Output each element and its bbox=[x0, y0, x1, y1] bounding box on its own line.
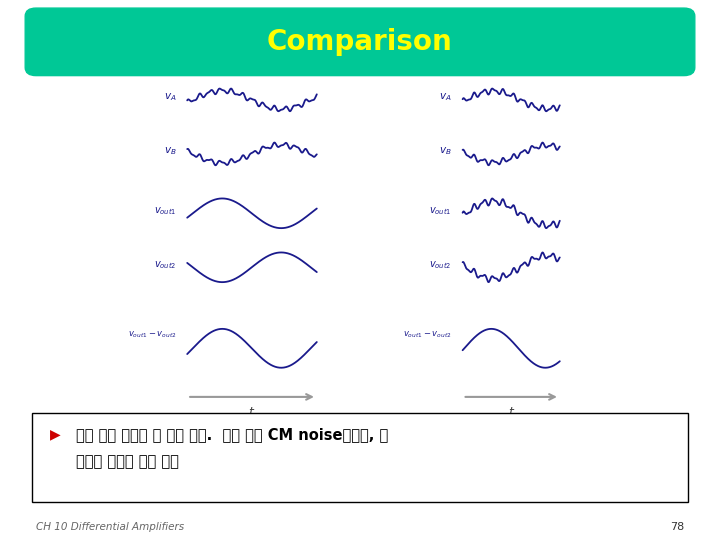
FancyBboxPatch shape bbox=[25, 8, 695, 76]
Text: 동쌍은 영향을 받지 않음: 동쌍은 영향을 받지 않음 bbox=[76, 454, 179, 469]
Text: 78: 78 bbox=[670, 522, 684, 531]
FancyBboxPatch shape bbox=[32, 413, 688, 502]
Text: $v_{out1}$: $v_{out1}$ bbox=[429, 205, 452, 217]
Text: 차동 출력 전압은 두 경우 같음.  작은 입력 CM noise에서는, 차: 차동 출력 전압은 두 경우 같음. 작은 입력 CM noise에서는, 차 bbox=[76, 427, 388, 442]
Text: $v_{out2}$: $v_{out2}$ bbox=[154, 259, 176, 271]
Text: Comparison: Comparison bbox=[267, 28, 453, 56]
Text: $v_A$: $v_A$ bbox=[163, 91, 176, 103]
Text: $v_{out1}-v_{out2}$: $v_{out1}-v_{out2}$ bbox=[403, 329, 452, 340]
Text: $t$: $t$ bbox=[248, 406, 256, 419]
Text: $v_{out1}-v_{out2}$: $v_{out1}-v_{out2}$ bbox=[128, 329, 176, 340]
Text: $v_B$: $v_B$ bbox=[439, 145, 452, 157]
Text: ▶: ▶ bbox=[50, 428, 61, 442]
Text: $t$: $t$ bbox=[508, 406, 515, 419]
Text: $v_{out1}$: $v_{out1}$ bbox=[154, 205, 176, 217]
Text: $v_{out2}$: $v_{out2}$ bbox=[429, 259, 452, 271]
Text: $v_A$: $v_A$ bbox=[439, 91, 452, 103]
Text: $v_B$: $v_B$ bbox=[163, 145, 176, 157]
Text: CH 10 Differential Amplifiers: CH 10 Differential Amplifiers bbox=[36, 522, 184, 531]
